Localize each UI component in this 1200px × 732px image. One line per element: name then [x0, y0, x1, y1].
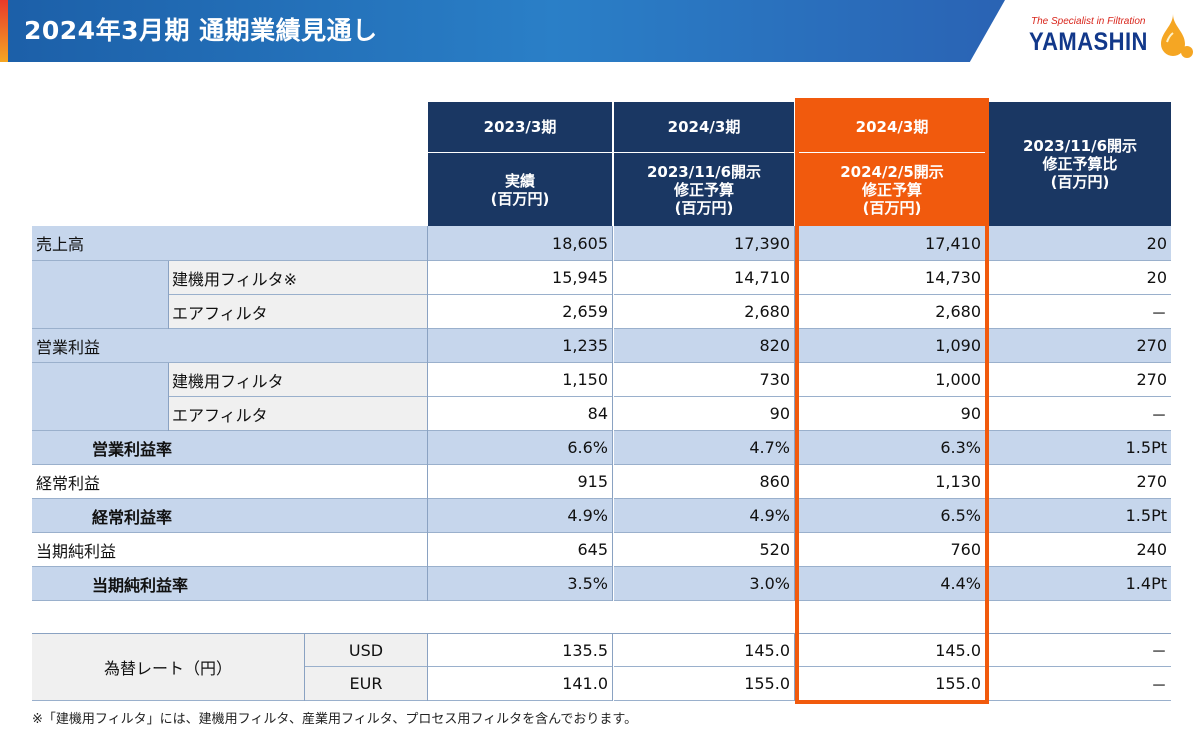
column-divider: [168, 261, 169, 329]
col3-period-header: 2024/3期: [799, 102, 985, 152]
table-cell: 141.0: [428, 667, 612, 701]
table-cell: 155.0: [799, 667, 985, 701]
table-cell: 2,680: [799, 295, 985, 329]
table-cell: 14,710: [614, 261, 794, 295]
title-banner: [0, 0, 1005, 62]
row-label-net-income: 当期純利益: [32, 533, 428, 567]
table-cell: 820: [614, 329, 794, 363]
table-cell: 3.0%: [614, 567, 794, 601]
table-cell: 2,659: [428, 295, 612, 329]
column-divider: [427, 226, 428, 601]
table-cell: 6.3%: [799, 431, 985, 465]
table-cell: 20: [989, 261, 1171, 295]
table-cell: 20: [989, 226, 1171, 261]
table-cell: 14,730: [799, 261, 985, 295]
table-cell: 18,605: [428, 226, 612, 261]
column-divider: [168, 363, 169, 431]
table-cell: 270: [989, 465, 1171, 499]
table-cell: －: [989, 634, 1171, 667]
table-cell: 270: [989, 329, 1171, 363]
table-cell: 4.9%: [428, 499, 612, 533]
table-cell: 145.0: [799, 634, 985, 667]
row-label-operating-income: 営業利益: [32, 329, 428, 363]
col1-period-header: 2023/3期: [428, 102, 612, 152]
table-cell: 4.9%: [614, 499, 794, 533]
column-divider: [612, 226, 613, 601]
table-cell: 1,130: [799, 465, 985, 499]
row-label-ordinary-income: 経常利益: [32, 465, 428, 499]
column-divider: [794, 634, 795, 701]
table-cell: 1,090: [799, 329, 985, 363]
table-cell: 1,235: [428, 329, 612, 363]
row-indent-spacer: [32, 261, 168, 295]
table-cell: 145.0: [614, 634, 794, 667]
table-cell: －: [989, 667, 1171, 701]
table-cell: 15,945: [428, 261, 612, 295]
table-cell: 2,680: [614, 295, 794, 329]
table-cell: 1.5Pt: [989, 431, 1171, 465]
fx-top-rule: [32, 633, 1171, 634]
row-label-construction-filter-income: 建機用フィルタ: [168, 363, 428, 397]
table-cell: 730: [614, 363, 794, 397]
table-cell: 240: [989, 533, 1171, 567]
column-divider: [304, 634, 305, 701]
row-indent-spacer: [32, 295, 168, 329]
row-label-sales: 売上高: [32, 226, 428, 261]
row-label-air-filter-income: エアフィルタ: [168, 397, 428, 431]
table-cell: 90: [799, 397, 985, 431]
table-cell: 645: [428, 533, 612, 567]
row-indent-spacer: [32, 363, 168, 397]
column-divider: [986, 634, 987, 701]
table-cell: 155.0: [614, 667, 794, 701]
col3-subtitle-header: 2024/2/5開示 修正予算 (百万円): [799, 153, 985, 226]
table-cell: 17,390: [614, 226, 794, 261]
logo-wordmark: YAMASHIN: [1029, 28, 1148, 56]
table-cell: 860: [614, 465, 794, 499]
row-label-ordinary-margin: 経常利益率: [32, 499, 428, 533]
col4-header: 2023/11/6開示 修正予算比 (百万円): [989, 102, 1171, 226]
row-indent-spacer: [32, 397, 168, 431]
oil-drop-icon: [1161, 14, 1193, 58]
table-cell: －: [989, 295, 1171, 329]
table-cell: 90: [614, 397, 794, 431]
fx-label: 為替レート（円）: [32, 634, 304, 701]
footnote: ※「建機用フィルタ」には、建機用フィルタ、産業用フィルタ、プロセス用フィルタを含…: [32, 712, 638, 727]
column-divider: [427, 634, 428, 701]
table-cell: 1,150: [428, 363, 612, 397]
row-label-air-filter-sales: エアフィルタ: [168, 295, 428, 329]
fx-currency-eur: EUR: [305, 667, 427, 701]
fx-currency-usd: USD: [305, 634, 427, 667]
table-cell: 6.6%: [428, 431, 612, 465]
table-cell: 17,410: [799, 226, 985, 261]
column-divider: [794, 226, 795, 601]
row-label-construction-filter-sales: 建機用フィルタ※: [168, 261, 428, 295]
table-cell: 3.5%: [428, 567, 612, 601]
logo-tagline: The Specialist in Filtration: [1031, 16, 1146, 27]
column-divider: [986, 226, 987, 601]
table-cell: 6.5%: [799, 499, 985, 533]
table-cell: 760: [799, 533, 985, 567]
table-cell: 4.4%: [799, 567, 985, 601]
col2-period-header: 2024/3期: [614, 102, 794, 152]
company-logo: The Specialist in Filtration YAMASHIN: [1025, 10, 1195, 60]
table-cell: 915: [428, 465, 612, 499]
table-cell: 135.5: [428, 634, 612, 667]
table-cell: 4.7%: [614, 431, 794, 465]
page-title: 2024年3月期 通期業績見通し: [24, 16, 378, 45]
table-cell: 520: [614, 533, 794, 567]
table-cell: 270: [989, 363, 1171, 397]
title-accent-bar: [0, 0, 8, 62]
table-cell: 1.4Pt: [989, 567, 1171, 601]
table-cell: 1.5Pt: [989, 499, 1171, 533]
row-label-net-margin: 当期純利益率: [32, 567, 428, 601]
table-cell: 84: [428, 397, 612, 431]
column-divider: [612, 634, 613, 701]
row-label-operating-margin: 営業利益率: [32, 431, 428, 465]
col2-subtitle-header: 2023/11/6開示 修正予算 (百万円): [614, 153, 794, 226]
col1-subtitle-header: 実績 (百万円): [428, 153, 612, 226]
table-cell: －: [989, 397, 1171, 431]
table-cell: 1,000: [799, 363, 985, 397]
